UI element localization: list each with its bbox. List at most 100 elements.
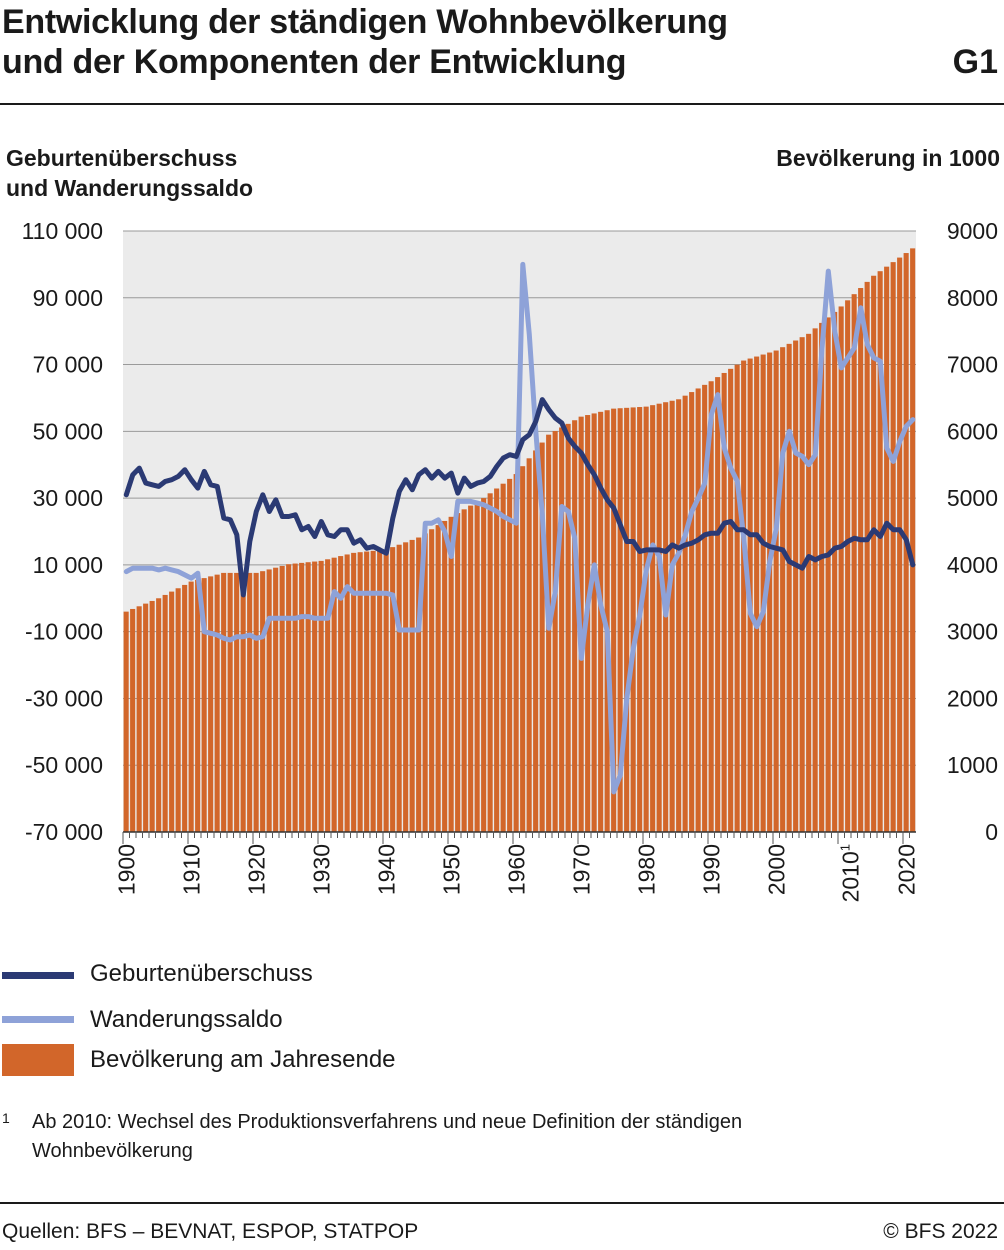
- x-tick-label: 20101: [837, 844, 863, 902]
- right-tick-label: 4000: [947, 552, 998, 578]
- population-bar: [533, 450, 539, 832]
- left-axis-title-line1: Geburtenüberschuss: [6, 145, 238, 171]
- population-bar: [825, 317, 831, 833]
- title-rule: [0, 103, 1004, 105]
- population-bar: [273, 567, 279, 832]
- population-bar: [156, 598, 162, 832]
- population-bar: [624, 407, 630, 832]
- x-tick-label: 1940: [373, 844, 399, 895]
- left-tick-label: 10 000: [33, 552, 103, 578]
- copyright-text: © BFS 2022: [883, 1220, 998, 1243]
- right-tick-label: 5000: [947, 485, 998, 511]
- left-axis-title-line2: und Wanderungssaldo: [6, 175, 254, 201]
- left-axis-title: Geburtenüberschuss und Wanderungssaldo: [6, 143, 253, 203]
- population-bar: [442, 520, 448, 832]
- population-bar: [630, 407, 636, 832]
- population-bar: [734, 364, 740, 832]
- population-bar: [331, 557, 337, 832]
- population-bar: [487, 493, 493, 832]
- x-tick-label: 1910: [178, 844, 204, 895]
- population-bar: [669, 400, 675, 832]
- population-bar: [715, 377, 721, 832]
- population-bar: [221, 572, 227, 832]
- population-bar: [286, 564, 292, 832]
- population-bar: [357, 552, 363, 832]
- population-bar: [845, 300, 851, 833]
- population-bar: [767, 352, 773, 832]
- population-bar: [227, 572, 233, 832]
- population-bar: [643, 406, 649, 832]
- population-bar: [741, 360, 747, 832]
- population-bar: [494, 488, 500, 832]
- population-bar: [851, 294, 857, 833]
- population-bar: [266, 569, 272, 832]
- chart-title-line2: und der Komponenten der Entwicklung: [2, 43, 627, 81]
- population-bar: [786, 343, 792, 832]
- population-bar: [546, 434, 552, 832]
- left-tick-label: 70 000: [33, 352, 103, 378]
- population-bar: [344, 554, 350, 832]
- footnote-mark: 1: [2, 1110, 10, 1126]
- legend-swatch-migration: [2, 1016, 74, 1023]
- footnote-text: Ab 2010: Wechsel des Produktionsverfahre…: [32, 1111, 743, 1162]
- population-bar: [455, 513, 461, 832]
- population-bar: [708, 381, 714, 832]
- population-bar: [780, 347, 786, 832]
- population-bar: [143, 603, 149, 832]
- population-bar: [500, 483, 506, 832]
- population-bar: [877, 271, 883, 833]
- population-bar: [728, 368, 734, 832]
- population-bar: [305, 562, 311, 832]
- left-tick-label: -70 000: [25, 819, 103, 845]
- population-bar: [819, 322, 825, 832]
- source-text: Quellen: BFS – BEVNAT, ESPOP, STATPOP: [2, 1220, 419, 1243]
- x-tick-label: 2000: [763, 844, 789, 895]
- x-tick-label: 1980: [633, 844, 659, 895]
- population-bar: [773, 350, 779, 832]
- population-bar: [364, 551, 370, 832]
- population-bar: [240, 572, 246, 832]
- right-tick-label: 1000: [947, 752, 998, 778]
- population-bar: [897, 257, 903, 833]
- population-bar: [260, 571, 266, 832]
- population-bar: [175, 588, 181, 832]
- left-tick-label: 30 000: [33, 485, 103, 511]
- legend-item-births: Geburtenüberschuss: [0, 956, 500, 996]
- left-tick-label: -50 000: [25, 752, 103, 778]
- x-tick-label: 1950: [438, 844, 464, 895]
- population-bar: [253, 572, 259, 832]
- population-bar: [520, 466, 526, 832]
- right-tick-label: 8000: [947, 285, 998, 311]
- population-bar: [650, 405, 656, 832]
- population-bar: [403, 542, 409, 832]
- population-bar: [247, 572, 253, 832]
- right-tick-label: 2000: [947, 685, 998, 711]
- right-tick-label: 9000: [947, 218, 998, 244]
- population-bar: [858, 288, 864, 833]
- x-tick-label: 1970: [568, 844, 594, 895]
- population-bar: [325, 559, 331, 832]
- x-tick-label: 1900: [113, 844, 139, 895]
- population-bar: [474, 501, 480, 832]
- population-bar: [481, 498, 487, 832]
- chart-title-line1: Entwicklung der ständigen Wohnbevölkerun…: [2, 3, 728, 41]
- population-bar: [208, 576, 214, 832]
- population-bar: [312, 561, 318, 832]
- population-bar: [591, 413, 597, 832]
- population-bar: [864, 281, 870, 833]
- population-bar: [422, 533, 428, 832]
- population-bar: [149, 600, 155, 832]
- population-bar: [201, 578, 207, 832]
- legend-item-migration: Wanderungssaldo: [0, 1002, 500, 1042]
- right-axis-title: Bevölkerung in 1000: [776, 145, 1000, 171]
- right-tick-label: 3000: [947, 619, 998, 645]
- population-bar: [838, 306, 844, 833]
- population-bar: [890, 262, 896, 833]
- population-bar: [507, 478, 513, 832]
- population-bar: [754, 356, 760, 832]
- left-tick-label: -10 000: [25, 619, 103, 645]
- population-bar: [448, 516, 454, 832]
- population-bar: [279, 565, 285, 832]
- legend-swatch-population: [2, 1044, 74, 1076]
- population-bar: [383, 549, 389, 832]
